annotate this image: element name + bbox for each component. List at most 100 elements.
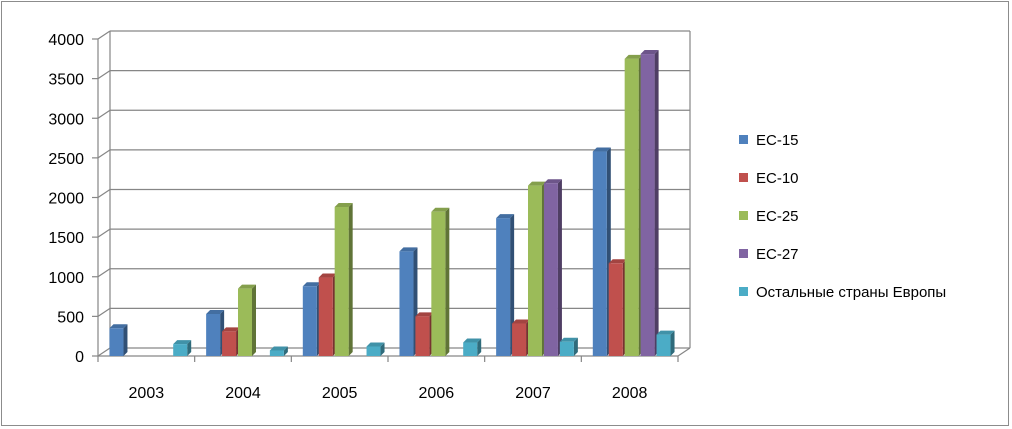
bar-top	[173, 340, 192, 345]
bar-2008-3	[640, 50, 659, 357]
legend-label: ЕС-10	[756, 170, 799, 187]
bar-front	[334, 207, 349, 356]
bar-2005-4	[366, 342, 385, 356]
gridline-side	[97, 189, 111, 198]
bar-front	[238, 288, 252, 356]
bar-top	[496, 214, 515, 219]
bar-2004-0	[206, 309, 225, 356]
bar-2007-1	[512, 319, 531, 356]
bar-top	[415, 312, 434, 317]
y-tick-label: 0	[75, 349, 84, 366]
bar-2008-4	[656, 330, 675, 356]
bar-top	[543, 179, 562, 184]
bar-top	[431, 207, 450, 212]
bar-side	[445, 207, 450, 356]
bar-front	[608, 263, 623, 356]
legend-label: Остальные страны Европы	[756, 284, 946, 301]
y-tick-label: 1000	[48, 270, 84, 287]
bar-front	[592, 151, 607, 356]
bar-top	[559, 337, 578, 342]
bar-front	[399, 251, 414, 356]
bar-front	[431, 211, 446, 356]
label-layer: 0 500 1000 1500 2000 2500 3000 3500 4000 2003 2004…	[48, 32, 647, 402]
bar-top	[206, 309, 225, 314]
bar-front	[206, 313, 221, 356]
legend-swatch	[739, 135, 748, 144]
legend-label: ЕС-25	[756, 208, 799, 225]
bar-2007-0	[496, 214, 515, 356]
bar-front	[528, 185, 542, 356]
bar-2006-2	[431, 207, 450, 356]
bar-2004-2	[238, 284, 256, 356]
bar-top	[334, 203, 353, 208]
legend-swatch	[739, 211, 748, 220]
bar-side	[252, 284, 256, 356]
bar-2007-2	[528, 181, 546, 356]
bar-side	[380, 342, 385, 356]
legend-swatch	[739, 249, 748, 258]
bar-front	[559, 341, 574, 356]
bar-top	[366, 342, 385, 347]
bar-layer	[109, 50, 675, 357]
bar-side	[573, 337, 578, 356]
y-tick-label: 2000	[48, 191, 84, 208]
bar-top	[640, 50, 659, 55]
bar-front	[269, 350, 284, 356]
bar-front	[512, 323, 527, 356]
bar-top	[656, 330, 675, 335]
bar-top	[512, 319, 531, 324]
bar-top	[399, 247, 418, 252]
bar-top	[238, 284, 256, 289]
y-tick-label: 500	[57, 309, 84, 326]
bar-top	[608, 259, 627, 264]
legend-item: ЕС-25	[739, 208, 799, 225]
bar-2003-0	[109, 324, 128, 356]
bar-front	[415, 316, 430, 356]
legend-swatch	[739, 173, 748, 182]
bar-side	[283, 346, 288, 356]
bar-2007-4	[559, 337, 578, 356]
bar-side	[670, 330, 675, 356]
legend-label: ЕС-15	[756, 132, 799, 149]
y-tick-label: 1500	[48, 230, 84, 247]
bar-side	[654, 50, 659, 357]
bar-top	[318, 273, 337, 278]
floor-right-edge	[677, 347, 691, 357]
bar-2006-4	[463, 338, 482, 356]
x-tick-label: 2007	[515, 385, 551, 402]
gridline-side	[97, 307, 111, 317]
x-tick-label: 2008	[612, 385, 648, 402]
x-tick-label: 2003	[129, 385, 165, 402]
bar-front	[318, 277, 333, 356]
x-tick-label: 2006	[419, 385, 455, 402]
x-tick-label: 2004	[225, 385, 261, 402]
bar-top	[463, 338, 482, 343]
bar-2004-4	[269, 346, 288, 356]
legend-item: Остальные страны Европы	[739, 284, 946, 301]
bar-2005-0	[302, 282, 321, 356]
legend-item: ЕС-10	[739, 170, 799, 187]
bar-2008-0	[592, 147, 611, 356]
gridline-side	[97, 149, 111, 159]
bar-side	[477, 338, 482, 356]
legend-item: ЕС-15	[739, 132, 799, 149]
bar-front	[543, 183, 558, 356]
bar-2008-1	[608, 259, 627, 356]
y-tick-label: 2500	[48, 151, 84, 168]
bar-side	[187, 340, 192, 356]
y-tick-label: 3000	[48, 111, 84, 128]
x-tick-label: 2005	[322, 385, 358, 402]
bar-side	[348, 203, 353, 356]
bar-top	[302, 282, 321, 287]
axis-layer	[92, 31, 691, 362]
y-tick-label: 3500	[48, 72, 84, 89]
bar-front	[640, 54, 655, 357]
gridline-side	[97, 30, 111, 40]
bar-side	[123, 324, 128, 356]
gridline-side	[97, 347, 111, 357]
bar-2008-2	[624, 54, 643, 356]
gridline-side	[97, 109, 111, 119]
bar-front	[496, 218, 511, 356]
legend-swatch	[739, 287, 748, 296]
